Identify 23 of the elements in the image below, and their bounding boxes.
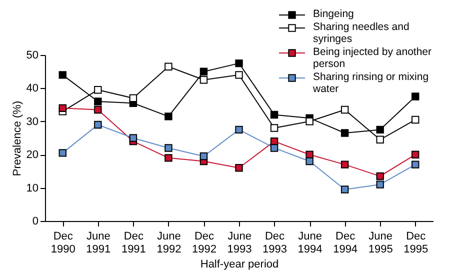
- x-tick-label: Dec 1991: [121, 230, 146, 256]
- y-tick-label: 30: [26, 116, 38, 128]
- y-tick-label: 20: [26, 149, 38, 162]
- y-tick-label: 10: [26, 182, 38, 194]
- legend-label: Sharing rinsing or mixing water: [312, 71, 429, 95]
- x-tick-label: Dec 1992: [192, 230, 216, 256]
- x-tick-label: June 1994: [298, 230, 322, 256]
- x-tick-label: Dec 1994: [333, 230, 358, 256]
- x-tick-label: June 1993: [227, 230, 252, 256]
- y-tick-label: 40: [26, 82, 38, 95]
- x-tick-label: Dec 1993: [262, 230, 288, 256]
- legend-label: Sharing needles and syringes: [313, 21, 410, 45]
- x-tick-label: Dec 1990: [50, 230, 76, 256]
- x-tick-label: June 1992: [156, 230, 182, 256]
- x-tick-label: June 1991: [86, 230, 111, 256]
- x-tick-label: Dec 1995: [404, 230, 428, 256]
- x-axis-title: Half-year period: [200, 258, 279, 270]
- legend-label: Being injected by another person: [313, 46, 432, 70]
- x-tick-label: June 1995: [368, 230, 393, 256]
- y-tick-label: 0: [32, 216, 38, 228]
- legend-label: Bingeing: [313, 8, 354, 20]
- y-axis-title: Prevalence (%): [11, 100, 24, 176]
- y-tick-label: 50: [26, 50, 38, 62]
